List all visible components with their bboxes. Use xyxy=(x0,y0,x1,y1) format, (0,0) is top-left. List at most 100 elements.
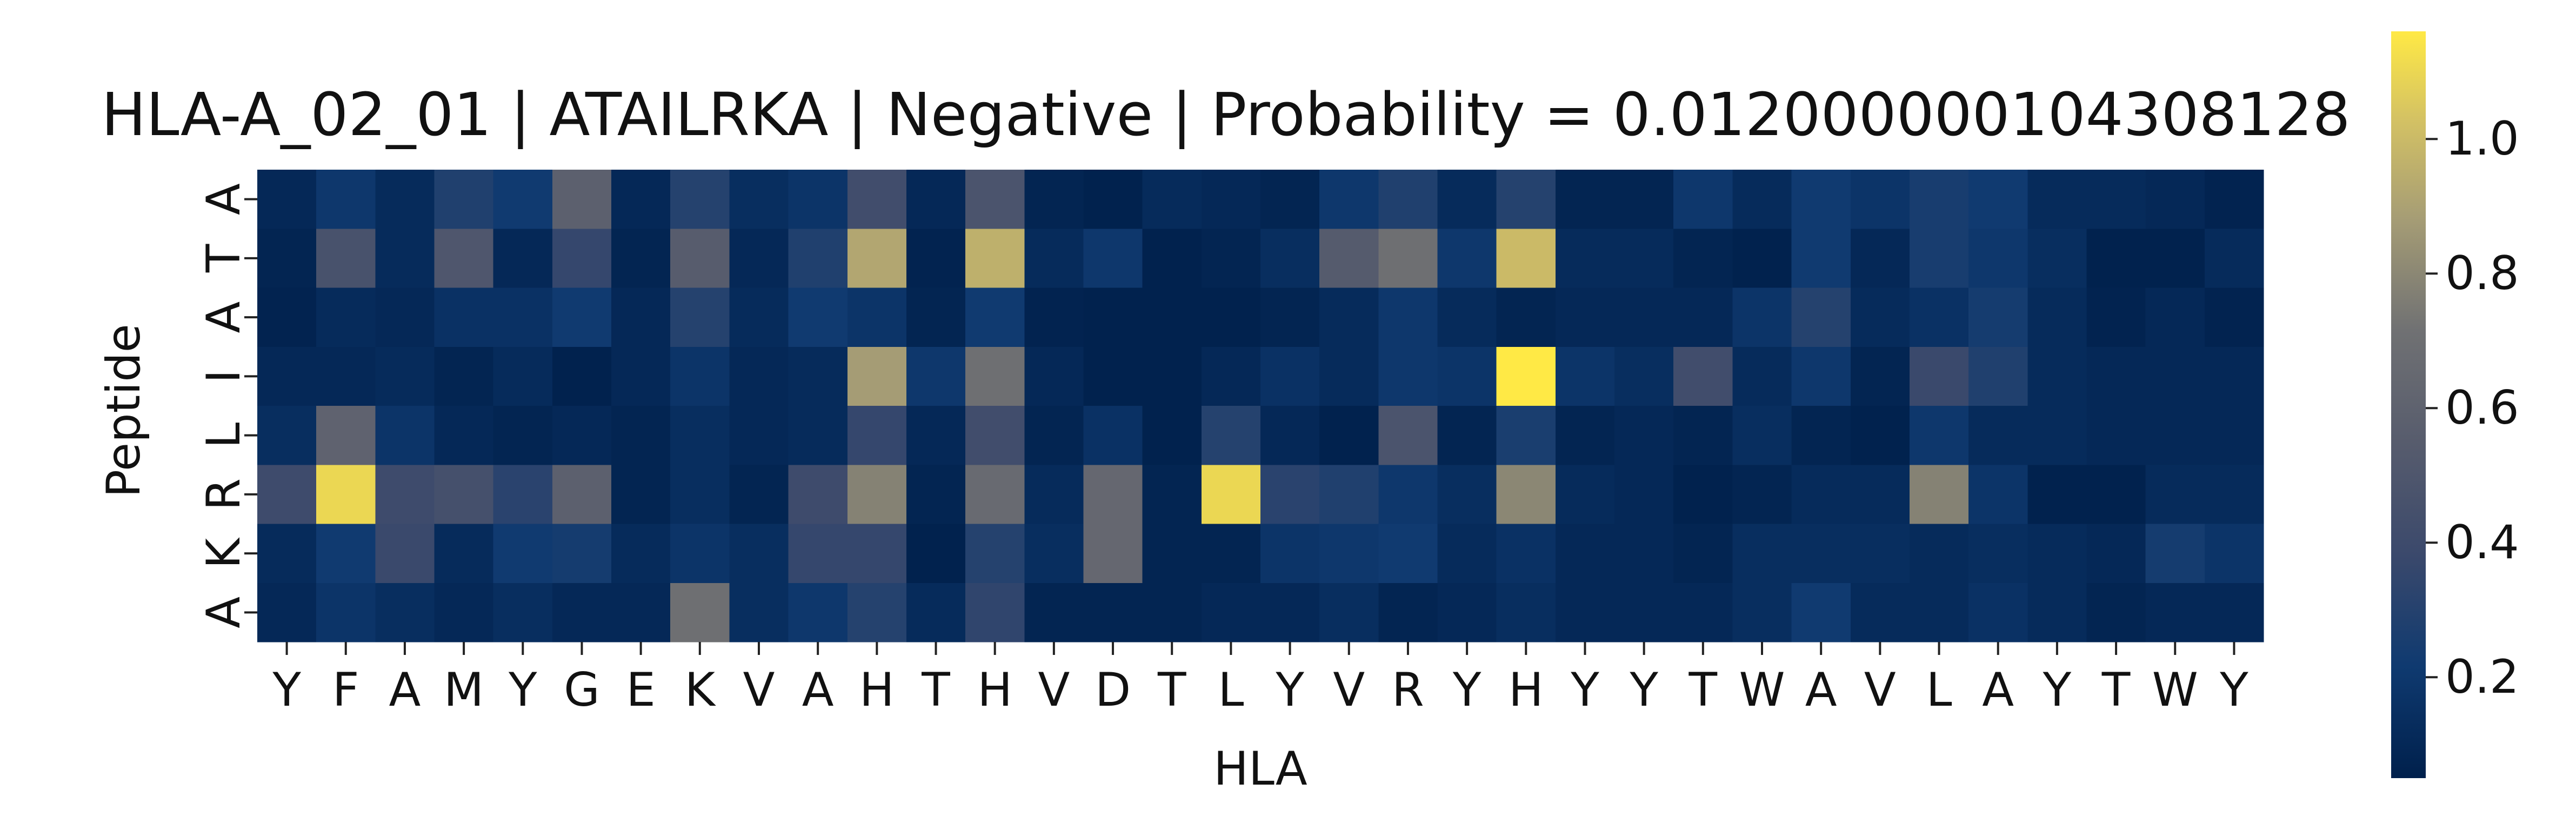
heatmap-cell xyxy=(1201,406,1261,465)
heatmap-cell xyxy=(2027,287,2087,347)
y-tick-label: I xyxy=(197,370,251,383)
heatmap-cell xyxy=(847,465,907,525)
heatmap-cell xyxy=(1083,229,1143,289)
heatmap-cell xyxy=(611,583,671,642)
heatmap-cell xyxy=(2145,287,2205,347)
y-tick-label: R xyxy=(197,478,251,511)
heatmap-cell xyxy=(552,524,612,584)
heatmap-cell xyxy=(1142,465,1202,525)
heatmap-cell xyxy=(1260,583,1320,642)
heatmap-cell xyxy=(1673,170,1733,229)
heatmap-cell xyxy=(1791,287,1851,347)
heatmap-cell xyxy=(316,524,376,584)
heatmap-cell xyxy=(1437,287,1497,347)
y-tick-label: A xyxy=(197,597,251,628)
y-tick-label: T xyxy=(197,244,251,273)
heatmap-cell xyxy=(1555,524,1615,584)
heatmap-cell xyxy=(1614,287,1674,347)
heatmap-cell xyxy=(788,287,848,347)
x-tick-label: V xyxy=(1038,663,1070,717)
heatmap-cell xyxy=(2145,524,2205,584)
heatmap-cell xyxy=(965,229,1025,289)
heatmap-cell xyxy=(2145,170,2205,229)
heatmap-cell xyxy=(1673,406,1733,465)
heatmap-cell xyxy=(2086,229,2146,289)
heatmap-cell xyxy=(847,229,907,289)
x-tick-label: Y xyxy=(2219,663,2248,717)
heatmap-cell xyxy=(1850,406,1910,465)
heatmap-cell xyxy=(788,465,848,525)
heatmap-cell xyxy=(375,406,435,465)
colorbar-tick-label: 0.8 xyxy=(2445,246,2519,300)
heatmap-cell xyxy=(316,229,376,289)
heatmap-cell xyxy=(906,229,966,289)
heatmap-cell xyxy=(1083,524,1143,584)
x-tick-label: T xyxy=(1689,663,1718,717)
heatmap-cell xyxy=(316,406,376,465)
heatmap-cell xyxy=(1614,170,1674,229)
heatmap-cell xyxy=(1850,346,1910,406)
heatmap-cell xyxy=(1673,524,1733,584)
heatmap-cell xyxy=(1437,346,1497,406)
heatmap-cell xyxy=(552,465,612,525)
heatmap-cell xyxy=(1850,465,1910,525)
heatmap-cell xyxy=(1024,524,1084,584)
heatmap-cell xyxy=(1850,583,1910,642)
heatmap-cell xyxy=(788,583,848,642)
heatmap-cell xyxy=(847,287,907,347)
heatmap-cell xyxy=(729,465,789,525)
heatmap-cell xyxy=(1142,406,1202,465)
heatmap-cell xyxy=(1968,346,2028,406)
heatmap-cell xyxy=(257,346,317,406)
heatmap-cell xyxy=(788,229,848,289)
heatmap-cell xyxy=(1260,524,1320,584)
heatmap-cell xyxy=(1083,287,1143,347)
heatmap-cell xyxy=(1673,229,1733,289)
heatmap-cell xyxy=(1319,287,1379,347)
heatmap-cell xyxy=(1673,465,1733,525)
heatmap-cell xyxy=(788,346,848,406)
x-tick-label: A xyxy=(1982,663,2014,717)
heatmap-cell xyxy=(257,170,317,229)
heatmap-cell xyxy=(1732,406,1792,465)
heatmap-cell xyxy=(2204,465,2264,525)
heatmap-cell xyxy=(965,287,1025,347)
heatmap-cell xyxy=(1673,287,1733,347)
heatmap-cell xyxy=(670,346,730,406)
y-axis-label: Peptide xyxy=(97,324,151,497)
heatmap-cell xyxy=(1142,346,1202,406)
heatmap-cell xyxy=(729,406,789,465)
heatmap-cell xyxy=(434,465,494,525)
x-tick-label: R xyxy=(1392,663,1424,717)
heatmap-cell xyxy=(906,524,966,584)
heatmap-cell xyxy=(1260,229,1320,289)
heatmap-cell xyxy=(434,346,494,406)
heatmap-cell xyxy=(2027,346,2087,406)
heatmap-cell xyxy=(1968,170,2028,229)
heatmap-cell xyxy=(1083,583,1143,642)
heatmap-cell xyxy=(552,406,612,465)
heatmap-cell xyxy=(1791,229,1851,289)
heatmap-cell xyxy=(965,406,1025,465)
heatmap-cell xyxy=(1555,229,1615,289)
heatmap-cell xyxy=(1437,465,1497,525)
heatmap-cell xyxy=(1673,346,1733,406)
heatmap-cell xyxy=(729,583,789,642)
x-axis-label: HLA xyxy=(1213,742,1307,796)
heatmap-cell xyxy=(1496,524,1556,584)
heatmap-cell xyxy=(670,170,730,229)
heatmap-cell xyxy=(2086,465,2146,525)
heatmap-cell xyxy=(1555,287,1615,347)
heatmap-cell xyxy=(1850,287,1910,347)
heatmap-cell xyxy=(1555,465,1615,525)
heatmap-cell xyxy=(493,287,553,347)
heatmap-cell xyxy=(2204,406,2264,465)
heatmap-cell xyxy=(493,346,553,406)
heatmap-cell xyxy=(1142,229,1202,289)
heatmap-cells xyxy=(257,170,2264,642)
x-tick-label: H xyxy=(1509,663,1544,717)
heatmap-cell xyxy=(1260,406,1320,465)
heatmap-cell xyxy=(1791,465,1851,525)
x-tick-label: Y xyxy=(2043,663,2072,717)
x-tick-label: T xyxy=(1157,663,1186,717)
